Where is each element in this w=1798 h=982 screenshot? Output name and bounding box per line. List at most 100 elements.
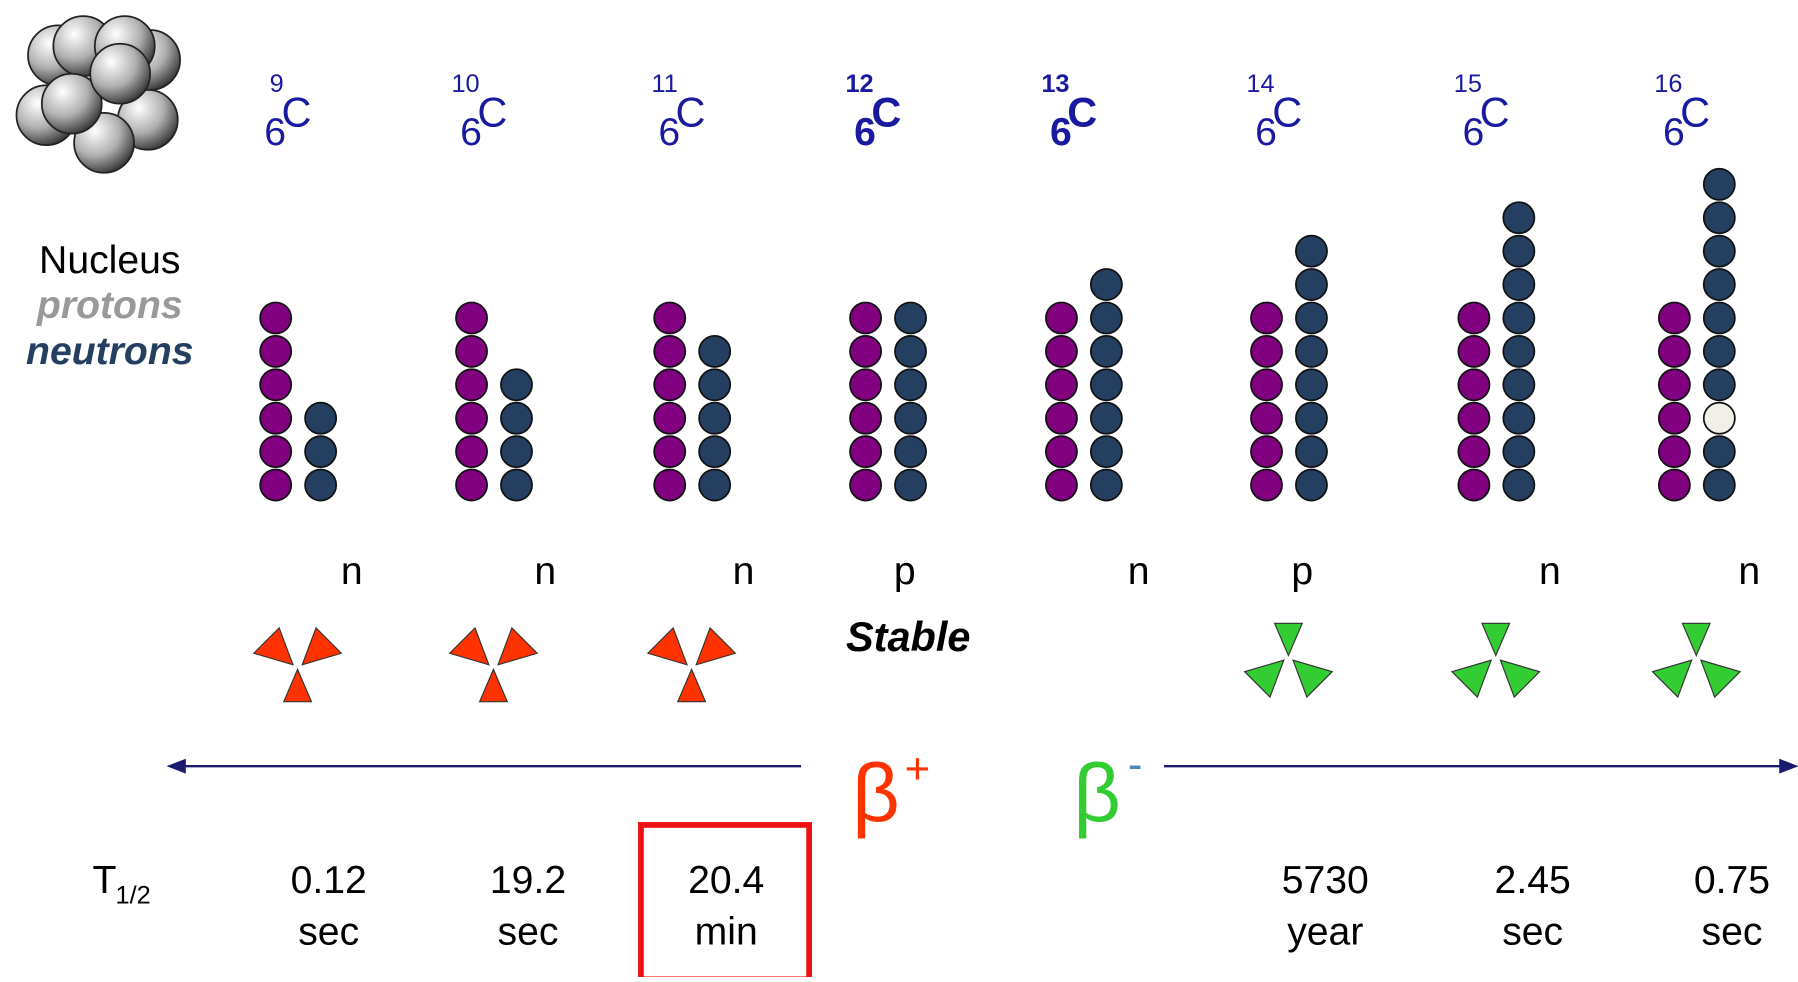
proton: [654, 369, 685, 400]
half-life-label: T: [93, 859, 117, 902]
diagram: Nucleus protons neutrons Stable β + β - …: [0, 0, 1798, 977]
emitted-particle: n: [1128, 550, 1150, 593]
beta-plus-sign: +: [905, 744, 931, 793]
neutron: [1704, 169, 1735, 200]
proton: [260, 436, 291, 467]
neutron: [895, 336, 926, 367]
neutron: [699, 369, 730, 400]
neutron: [1091, 336, 1122, 367]
neutron: [1503, 403, 1534, 434]
proton: [1458, 302, 1489, 333]
proton: [654, 436, 685, 467]
neutron: [1296, 369, 1327, 400]
neutron: [1704, 202, 1735, 233]
neutron: [699, 403, 730, 434]
neutron: [1503, 202, 1534, 233]
emitted-particle: n: [1539, 550, 1561, 593]
proton: [1659, 469, 1690, 500]
decay-symbol: [302, 628, 341, 665]
neutron: [1091, 436, 1122, 467]
proton: [850, 436, 881, 467]
proton: [1251, 336, 1282, 367]
isotope-mass: 10: [451, 70, 479, 98]
proton: [456, 436, 487, 467]
isotope-symbol: C: [1480, 89, 1510, 136]
neutron: [1503, 236, 1534, 267]
proton: [1458, 369, 1489, 400]
proton: [1458, 469, 1489, 500]
proton: [260, 403, 291, 434]
neutron: [1503, 469, 1534, 500]
decay-symbol: [678, 669, 706, 701]
proton: [1659, 403, 1690, 434]
neutron: [1503, 436, 1534, 467]
proton: [850, 403, 881, 434]
neutron: [1704, 369, 1735, 400]
half-life-value: 20.4: [688, 859, 764, 902]
proton: [456, 469, 487, 500]
neutron: [501, 403, 532, 434]
neutron: [1704, 302, 1735, 333]
proton: [456, 336, 487, 367]
isotope-symbol: C: [477, 89, 507, 136]
proton: [654, 403, 685, 434]
isotope-symbol: C: [675, 89, 705, 136]
proton: [456, 302, 487, 333]
isotope-symbol: C: [1272, 89, 1302, 136]
isotope-mass: 15: [1454, 70, 1482, 98]
half-life-unit: sec: [498, 911, 559, 954]
half-life-value: 19.2: [490, 859, 566, 902]
half-life-value: 5730: [1282, 859, 1369, 902]
half-life-value: 2.45: [1495, 859, 1571, 902]
isotope-mass: 11: [651, 70, 677, 98]
isotope-symbol: C: [1067, 89, 1097, 136]
proton: [456, 403, 487, 434]
proton: [1458, 403, 1489, 434]
proton: [1046, 436, 1077, 467]
decay-symbol: [254, 628, 293, 665]
neutron: [1091, 369, 1122, 400]
neutron: [1091, 469, 1122, 500]
arrows: [170, 760, 1796, 772]
decay-symbol: [1701, 660, 1740, 697]
neutron: [895, 369, 926, 400]
neutron: [501, 469, 532, 500]
neutron: [1091, 302, 1122, 333]
decay-symbol: [498, 628, 537, 665]
proton: [1046, 336, 1077, 367]
proton: [1046, 403, 1077, 434]
decay-symbol: [1500, 660, 1539, 697]
neutron: [895, 403, 926, 434]
half-life-unit: year: [1287, 911, 1363, 954]
neutron: [699, 436, 730, 467]
proton: [850, 469, 881, 500]
neutron: [1091, 269, 1122, 300]
emitted-particle: n: [341, 550, 363, 593]
neutron: [895, 469, 926, 500]
isotope-symbol: C: [1680, 89, 1710, 136]
isotope-symbol: C: [281, 89, 311, 136]
nucleus-label: Nucleus: [39, 239, 180, 282]
protons-label: protons: [36, 284, 183, 327]
decay-symbol: [696, 628, 735, 665]
neutron: [1091, 403, 1122, 434]
decay-symbol: [1275, 623, 1303, 655]
proton: [654, 469, 685, 500]
neutron: [1296, 436, 1327, 467]
emitted-particle: n: [733, 550, 755, 593]
neutron: [305, 469, 336, 500]
proton: [1046, 469, 1077, 500]
isotope-mass: 14: [1246, 70, 1274, 98]
neutron: [895, 302, 926, 333]
neutron: [1704, 436, 1735, 467]
decay-symbol: [1682, 623, 1710, 655]
neutron: [1296, 336, 1327, 367]
proton: [1046, 302, 1077, 333]
neutron: [1503, 369, 1534, 400]
decay-symbol: [480, 669, 508, 701]
neutron: [1503, 336, 1534, 367]
isotope-mass: 13: [1041, 70, 1069, 98]
proton: [1659, 336, 1690, 367]
proton: [654, 336, 685, 367]
proton: [260, 336, 291, 367]
